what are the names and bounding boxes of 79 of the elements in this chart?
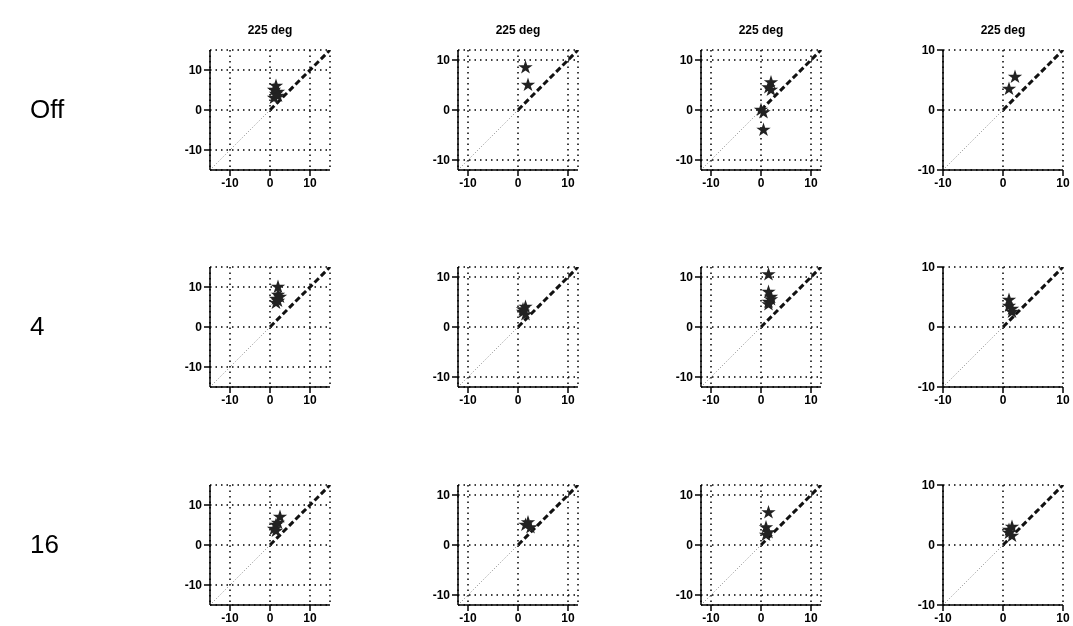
x-tick-label: 10 [561, 175, 575, 190]
x-tick-label: 0 [266, 175, 274, 190]
x-tick-label: 10 [561, 610, 575, 625]
y-tick-label: -10 [184, 143, 203, 158]
x-tick-label: 0 [514, 175, 522, 190]
x-tick-label: -10 [221, 392, 239, 407]
y-tick-label: 0 [443, 320, 451, 335]
x-tick-label: 0 [999, 175, 1007, 190]
y-tick-label: 0 [195, 103, 203, 118]
x-tick-label: -10 [221, 175, 239, 190]
x-tick-label: 0 [757, 392, 765, 407]
y-tick-label: 10 [188, 498, 203, 513]
y-axis-title: Off [30, 94, 65, 125]
y-tick-label: 10 [921, 260, 936, 275]
chart-title: 225 deg [979, 23, 1027, 39]
x-tick-label: 0 [514, 610, 522, 625]
point [761, 267, 776, 281]
y-tick-label: -10 [432, 153, 451, 168]
y-tick-label: -10 [917, 380, 936, 395]
y-tick-label: 10 [679, 53, 694, 68]
y-tick-label: 0 [195, 538, 203, 553]
y-tick-label: -10 [675, 370, 694, 385]
x-tick-label: 10 [804, 175, 818, 190]
chart-title: 225 deg [246, 23, 294, 39]
y-tick-label: -10 [675, 153, 694, 168]
x-tick-label: 10 [804, 610, 818, 625]
x-tick-label: 0 [999, 610, 1007, 625]
y-tick-label: 0 [928, 320, 936, 335]
x-tick-label: 10 [561, 392, 575, 407]
x-tick-label: -10 [459, 610, 477, 625]
y-tick-label: -10 [432, 588, 451, 603]
y-tick-label: 10 [188, 63, 203, 78]
x-tick-label: -10 [702, 175, 720, 190]
chart-title: 225 deg [494, 23, 542, 39]
y-tick-label: 0 [928, 103, 936, 118]
x-tick-label: 10 [303, 610, 317, 625]
y-tick-label: 10 [679, 270, 694, 285]
y-tick-label: 0 [686, 320, 694, 335]
y-tick-label: -10 [917, 163, 936, 178]
point [756, 122, 771, 137]
y-tick-label: -10 [184, 360, 203, 375]
y-tick-label: -10 [675, 588, 694, 603]
x-tick-label: -10 [459, 175, 477, 190]
x-tick-label: 10 [804, 392, 818, 407]
x-tick-label: -10 [221, 610, 239, 625]
y-axis-title: 4 [30, 311, 45, 342]
x-tick-label: 0 [266, 392, 274, 407]
x-tick-label: 10 [303, 175, 317, 190]
x-tick-label: 10 [1056, 175, 1070, 190]
y-tick-label: 0 [928, 538, 936, 553]
x-tick-label: 0 [757, 175, 765, 190]
x-tick-label: 0 [266, 610, 274, 625]
y-tick-label: 10 [921, 478, 936, 493]
x-tick-label: 10 [1056, 392, 1070, 407]
y-tick-label: 0 [686, 538, 694, 553]
point [761, 504, 776, 519]
y-tick-label: 0 [443, 538, 451, 553]
x-tick-label: 0 [999, 392, 1007, 407]
y-tick-label: 0 [686, 103, 694, 118]
y-tick-label: -10 [432, 370, 451, 385]
x-tick-label: 0 [514, 392, 522, 407]
y-tick-label: -10 [184, 578, 203, 593]
y-tick-label: 10 [436, 53, 451, 68]
y-axis-title: 16 [30, 529, 59, 560]
y-tick-label: 10 [921, 43, 936, 58]
chart-title: 225 deg [737, 23, 785, 39]
y-tick-label: 10 [188, 280, 203, 295]
y-tick-label: 10 [436, 488, 451, 503]
y-tick-label: 0 [195, 320, 203, 335]
y-tick-label: -10 [917, 598, 936, 613]
x-tick-label: -10 [702, 392, 720, 407]
y-tick-label: 10 [679, 488, 694, 503]
x-tick-label: -10 [459, 392, 477, 407]
x-tick-label: -10 [702, 610, 720, 625]
x-tick-label: 0 [757, 610, 765, 625]
x-tick-label: 10 [303, 392, 317, 407]
x-tick-label: 10 [1056, 610, 1070, 625]
y-tick-label: 0 [443, 103, 451, 118]
y-tick-label: 10 [436, 270, 451, 285]
